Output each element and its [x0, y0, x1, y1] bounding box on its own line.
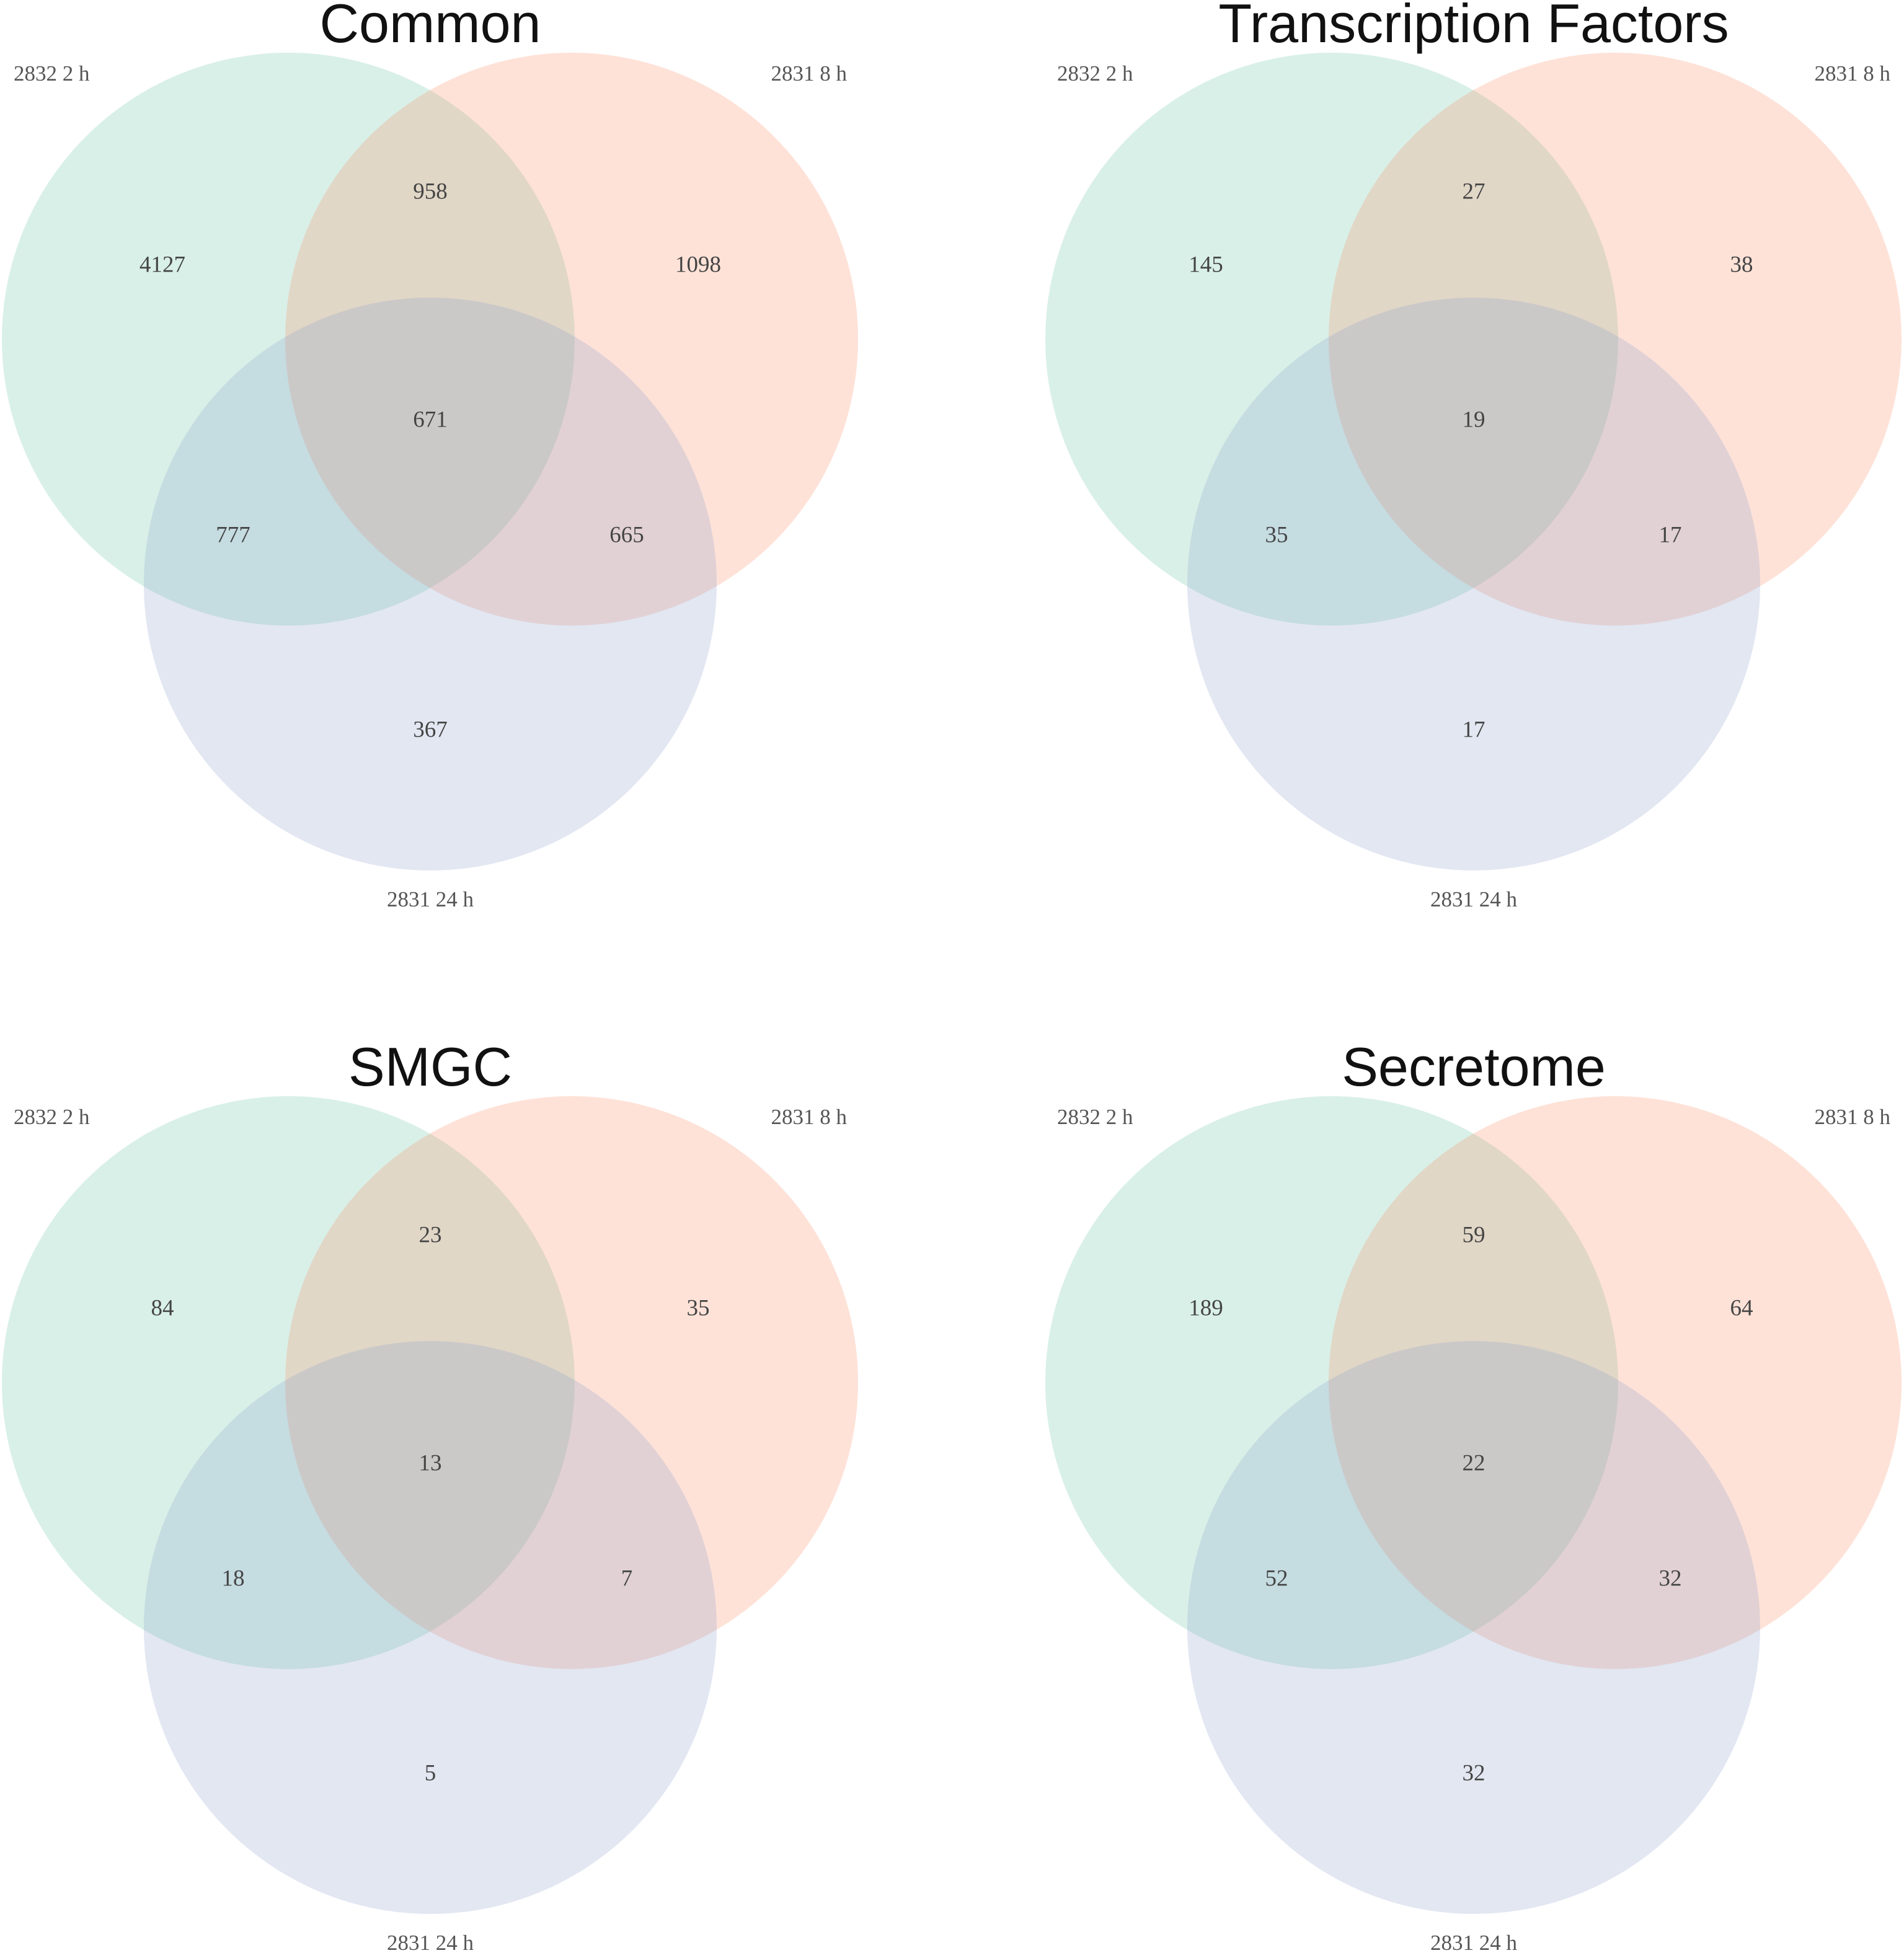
- venn-panel-secretome: Secretome 2832 2 h 2831 8 h 2831 24 h 189 64 5…: [1045, 1036, 1902, 1953]
- circle-set-a: [1045, 53, 1618, 626]
- region-count-c-only: 32: [1463, 1760, 1486, 1786]
- set-label-b: 2831 8 h: [771, 61, 848, 86]
- region-count-bc-only: 17: [1659, 522, 1682, 547]
- set-label-b: 2831 8 h: [1815, 1105, 1891, 1129]
- region-count-ac-only: 35: [1265, 522, 1288, 547]
- region-count-b-only: 35: [687, 1295, 710, 1321]
- circle-set-b: [285, 1096, 858, 1669]
- region-count-ac-only: 777: [216, 522, 250, 547]
- panel-title: Common: [320, 0, 541, 54]
- region-count-bc-only: 665: [609, 522, 644, 547]
- panel-title: Transcription Factors: [1218, 0, 1729, 54]
- region-count-b-only: 38: [1730, 252, 1753, 277]
- set-label-a: 2832 2 h: [14, 1105, 90, 1129]
- region-count-abc: 22: [1463, 1450, 1486, 1476]
- region-count-c-only: 17: [1463, 717, 1486, 742]
- panel-title: Secretome: [1342, 1036, 1606, 1097]
- region-count-ab-only: 958: [413, 179, 448, 204]
- region-count-ab-only: 23: [419, 1222, 442, 1247]
- set-label-b: 2831 8 h: [1815, 61, 1891, 86]
- region-count-abc: 671: [413, 407, 448, 432]
- circle-set-b: [1329, 53, 1902, 626]
- set-label-a: 2832 2 h: [14, 61, 90, 86]
- set-label-a: 2832 2 h: [1057, 1105, 1133, 1129]
- region-count-b-only: 64: [1730, 1295, 1753, 1321]
- set-label-b: 2831 8 h: [771, 1105, 848, 1129]
- region-count-b-only: 1098: [675, 252, 721, 277]
- circle-set-a: [1045, 1096, 1618, 1669]
- venn-panel-transcription-factors: Transcription Factors 2832 2 h 2831 8 h 283…: [1045, 0, 1902, 911]
- region-count-c-only: 367: [413, 717, 448, 742]
- circle-set-a: [2, 53, 575, 626]
- region-count-c-only: 5: [425, 1760, 436, 1786]
- region-count-abc: 13: [419, 1450, 442, 1476]
- set-label-c: 2831 24 h: [1430, 887, 1518, 911]
- region-count-ab-only: 59: [1463, 1222, 1486, 1247]
- set-label-c: 2831 24 h: [387, 887, 474, 911]
- region-count-a-only: 189: [1189, 1295, 1223, 1321]
- region-count-a-only: 84: [151, 1295, 174, 1321]
- region-count-abc: 19: [1463, 407, 1486, 432]
- venn-panel-smgc: SMGC 2832 2 h 2831 8 h 2831 24 h 84 35 23 13 18 7…: [2, 1036, 858, 1953]
- region-count-bc-only: 32: [1659, 1566, 1682, 1591]
- region-count-a-only: 4127: [139, 252, 185, 277]
- set-label-a: 2832 2 h: [1057, 61, 1133, 86]
- circle-set-c: [144, 298, 717, 870]
- region-count-bc-only: 7: [621, 1566, 633, 1591]
- circle-set-c: [1187, 298, 1760, 870]
- set-label-c: 2831 24 h: [387, 1931, 474, 1953]
- circle-set-a: [2, 1096, 575, 1669]
- region-count-ab-only: 27: [1463, 179, 1486, 204]
- circle-set-c: [1187, 1341, 1760, 1914]
- set-label-c: 2831 24 h: [1430, 1931, 1518, 1953]
- venn-panel-common: Common 2832 2 h 2831 8 h 2831 24 h 4127 1098 9…: [2, 0, 858, 911]
- region-count-ac-only: 18: [222, 1566, 245, 1591]
- region-count-a-only: 145: [1189, 252, 1223, 277]
- circle-set-b: [1329, 1096, 1902, 1669]
- region-count-ac-only: 52: [1265, 1566, 1288, 1591]
- panel-title: SMGC: [348, 1036, 512, 1097]
- circle-set-b: [285, 53, 858, 626]
- circle-set-c: [144, 1341, 717, 1914]
